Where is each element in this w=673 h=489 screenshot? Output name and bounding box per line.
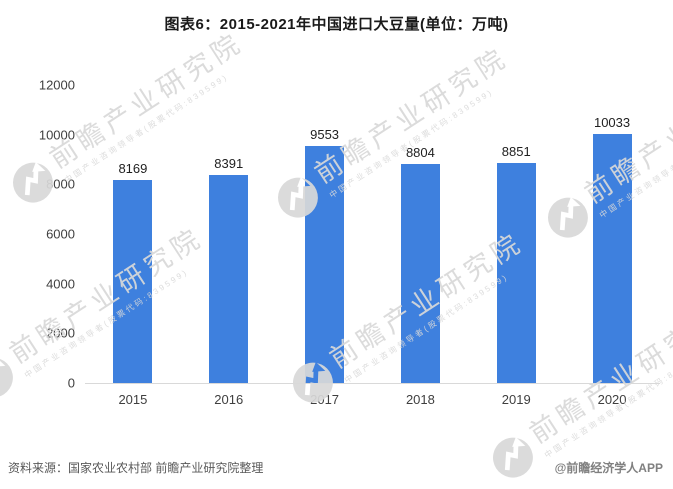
- bar-2020: [592, 133, 632, 383]
- bar-value-label: 8851: [501, 144, 531, 160]
- x-tick-label: 2020: [597, 392, 627, 407]
- y-tick-label: 12000: [38, 77, 75, 93]
- source-text: 资料来源：国家农业农村部 前瞻产业研究院整理: [8, 461, 264, 475]
- y-tick-label: 4000: [46, 276, 75, 292]
- x-tick-label: 2015: [118, 392, 148, 407]
- bars-container: 8169 8391 9553 8804 8851 10033: [85, 85, 660, 383]
- credit-text: @前瞻经济学人APP: [554, 461, 663, 475]
- footer: 资料来源：国家农业农村部 前瞻产业研究院整理 @前瞻经济学人APP: [8, 459, 663, 476]
- bar-value-label: 10033: [593, 114, 631, 130]
- bar-group-2016: 8391: [181, 85, 277, 383]
- bar-2016: [209, 174, 249, 383]
- bar-group-2019: 8851: [468, 85, 564, 383]
- y-axis: 0 2000 4000 6000 8000 10000 12000: [5, 79, 85, 390]
- bar-value-label: 8804: [405, 145, 435, 161]
- qianzhan-logo-icon: [493, 437, 534, 478]
- y-tick-label: 8000: [46, 176, 75, 192]
- x-tick-label: 2019: [501, 392, 531, 407]
- bar-group-2015: 8169: [85, 85, 181, 383]
- bar-2019: [496, 163, 536, 383]
- chart-title: 图表6：2015-2021年中国进口大豆量(单位：万吨): [164, 16, 509, 33]
- y-tick-label: 10000: [38, 127, 75, 143]
- x-tick-label: 2018: [405, 392, 435, 407]
- bar-chart-plot-area: 0 2000 4000 6000 8000 10000 12000 8169 8391 9553…: [39, 79, 660, 390]
- y-tick-label: 2000: [46, 325, 75, 341]
- x-axis: 2015 2016 2017 2018 2019 2020: [85, 392, 660, 407]
- y-tick-label: 6000: [46, 226, 75, 242]
- bar-value-label: 8391: [214, 155, 244, 171]
- x-tick-label: 2016: [214, 392, 244, 407]
- bar-2017: [305, 145, 345, 383]
- bar-2018: [400, 164, 440, 383]
- y-tick-label: 0: [67, 375, 75, 391]
- x-tick-label: 2017: [310, 392, 340, 407]
- bar-group-2018: 8804: [372, 85, 468, 383]
- bar-group-2017: 9553: [277, 85, 373, 383]
- bar-value-label: 9553: [310, 126, 340, 142]
- bar-2015: [113, 180, 153, 383]
- bar-value-label: 8169: [118, 161, 148, 177]
- bar-group-2020: 10033: [564, 85, 660, 383]
